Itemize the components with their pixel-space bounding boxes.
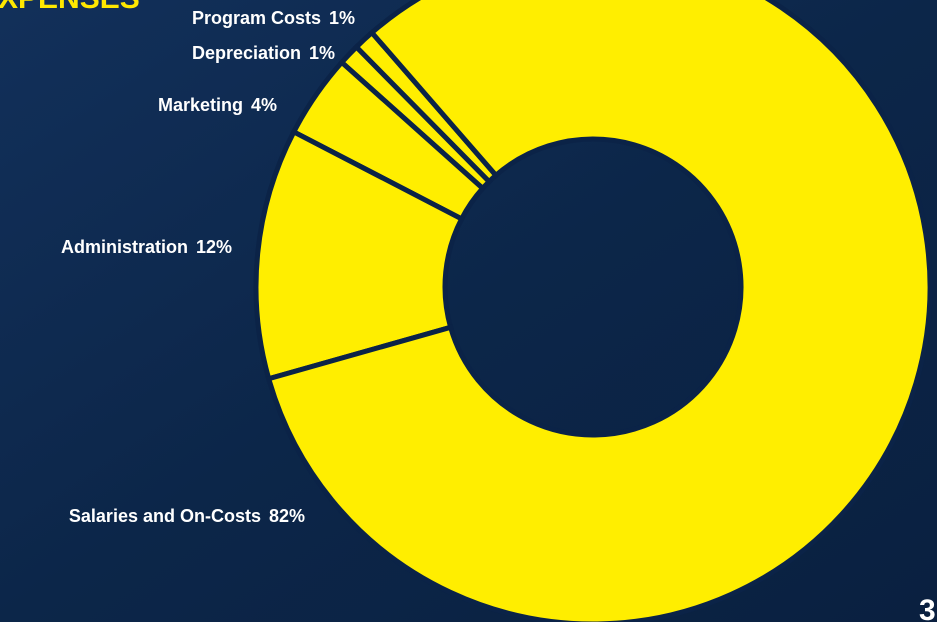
value-label: 4%: [251, 95, 277, 115]
value-label: 1%: [309, 43, 335, 63]
category-name: Depreciation: [192, 43, 301, 63]
slice-label: Administration 12%: [61, 237, 232, 257]
slice-label: Marketing 4%: [158, 95, 277, 115]
category-name: Program Costs: [192, 8, 321, 28]
donut: [253, 0, 933, 622]
slide-title: EXPENSES: [0, 0, 140, 15]
category-name: Salaries and On-Costs: [69, 506, 261, 526]
category-name: Administration: [61, 237, 188, 257]
slice-label: Program Costs 1%: [192, 8, 355, 28]
value-label: 1%: [329, 8, 355, 28]
value-label: 12%: [196, 237, 232, 257]
slice-label: Depreciation 1%: [192, 43, 335, 63]
category-name: Marketing: [158, 95, 243, 115]
page-number: 3: [919, 594, 936, 622]
value-label: 82%: [269, 506, 305, 526]
donut-slice: [253, 128, 465, 382]
donut-slice: [265, 0, 933, 622]
slice-label: Salaries and On-Costs 82%: [69, 506, 305, 526]
